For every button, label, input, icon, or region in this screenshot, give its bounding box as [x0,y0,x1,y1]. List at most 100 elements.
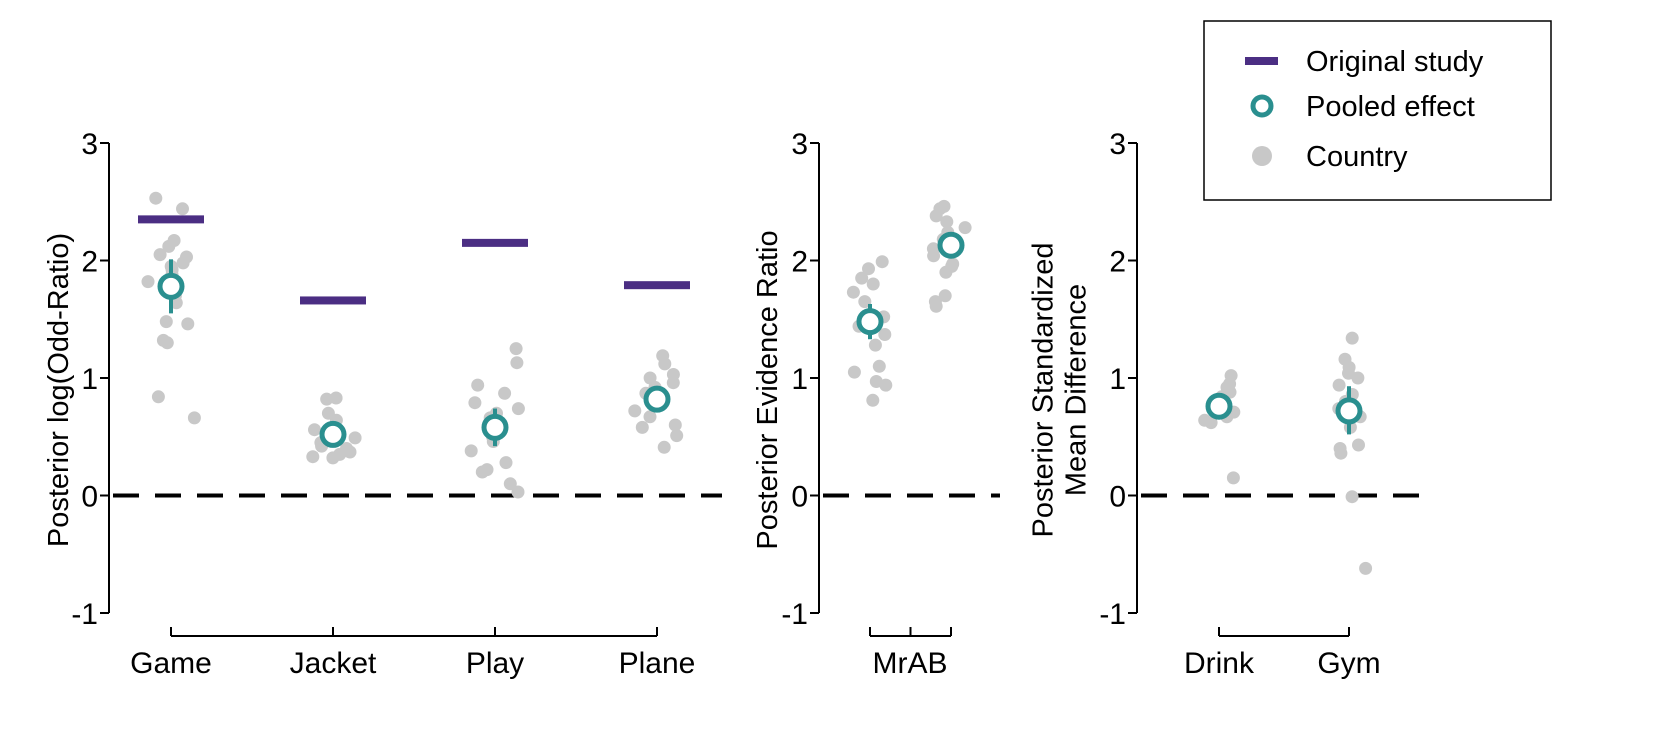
country-point [927,249,941,263]
pooled-effect-point [319,420,347,448]
panel-3: -1 0 1 2 3 Posterior Standardized Mean Differe… [1028,128,1428,680]
country-point [471,378,485,392]
x-tick-label: Drink [1184,647,1255,680]
country-point [149,191,163,205]
legend-original-study-marker [1245,57,1278,65]
x-tick-label: Jacket [290,647,377,680]
original-study-bar [138,215,204,224]
country-point [343,445,357,459]
y-tick-label: -1 [781,598,808,631]
country-point [1334,446,1348,460]
country-point [866,393,880,407]
y-axis-title: Posterior Standardized [1028,243,1060,538]
country-point [176,256,190,270]
country-point [151,390,165,404]
y-tick-label: 2 [1109,246,1126,279]
country-point [475,465,489,479]
y-tick-label: 0 [81,481,98,514]
country-point [868,338,882,352]
country-point [511,402,525,416]
y-tick-label: -1 [71,598,98,631]
country-point [464,444,478,458]
country-point [162,239,176,253]
country-point [668,418,682,432]
country-point [879,378,893,392]
legend-label: Pooled effect [1306,91,1475,123]
original-study-bar [300,296,366,305]
country-point [875,255,889,269]
country-point [499,456,513,470]
original-study-bar [624,281,690,290]
country-point [666,376,680,390]
pooled-effect-point [157,272,185,300]
x-tick-label: Gym [1317,647,1380,680]
country-point [847,365,861,379]
y-tick-label: 1 [791,363,808,396]
y-tick-label: 1 [81,363,98,396]
country-point [159,315,173,329]
country-point [628,404,642,418]
pooled-effect-point [1205,392,1233,420]
country-point [846,285,860,299]
country-point [306,450,320,464]
country-point [329,391,343,405]
pooled-effect-point [937,231,965,259]
x-tick-label: MrAB [873,647,948,680]
country-point [308,423,321,437]
y-tick-label: 2 [791,246,808,279]
country-point [878,328,892,341]
country-point [503,477,517,491]
country-point [1204,416,1218,430]
country-point [510,356,524,370]
country-point [187,411,201,425]
country-point [872,359,886,373]
original-study-bar [462,238,528,247]
country-point [862,262,875,276]
x-tick-label: Plane [619,647,696,680]
y-tick-label: 3 [1109,128,1126,161]
country-point [468,396,482,410]
country-point [326,451,340,465]
legend: Original study Pooled effect Country [1203,20,1552,201]
panel-1: -1 0 1 2 3 Posterior log(Odd-Ratio) Game Jacket… [43,128,722,680]
country-point [181,317,195,331]
country-point [509,342,523,356]
country-point [1345,490,1359,504]
country-point [866,277,880,291]
y-tick-label: 3 [81,128,98,161]
country-point [1332,378,1346,392]
country-point [940,215,954,229]
country-point [320,392,334,406]
country-point [1359,561,1373,575]
country-point [658,357,672,371]
country-point [176,202,189,216]
country-point [958,221,972,235]
country-point [929,299,943,313]
legend-pooled-effect-marker [1250,94,1274,118]
country-point [929,209,943,223]
country-point [141,275,155,289]
country-point [498,386,512,400]
country-point [511,485,525,499]
y-tick-label: 1 [1109,363,1126,396]
pooled-effect-point [643,385,671,413]
country-point [160,336,174,350]
country-point [153,248,167,262]
country-point [939,265,953,279]
country-point [1351,371,1365,385]
y-tick-label: 0 [791,481,808,514]
legend-country-marker [1252,146,1272,166]
legend-label: Country [1306,141,1408,173]
x-tick-label: Play [466,647,524,680]
y-axis-title: Mean Difference [1061,284,1093,496]
x-tick-label: Game [130,647,212,680]
country-point [1345,331,1359,345]
country-point [1352,438,1365,452]
country-point [657,440,671,454]
legend-label: Original study [1306,46,1484,78]
y-tick-label: -1 [1099,598,1126,631]
y-axis-title: Posterior Evidence Ratio [752,230,784,549]
country-point [635,420,649,434]
country-point [670,429,684,443]
